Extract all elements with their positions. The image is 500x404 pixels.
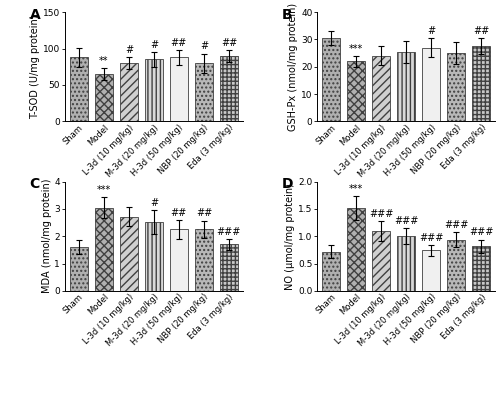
Text: ##: ## (221, 38, 237, 48)
Bar (447, 53, 465, 122)
Bar (120, 217, 138, 291)
Bar (422, 250, 440, 291)
Y-axis label: NO (μmol/mg protein): NO (μmol/mg protein) (286, 183, 296, 290)
Text: #: # (125, 45, 133, 55)
Text: #: # (150, 40, 158, 50)
Bar (220, 56, 238, 122)
Bar (70, 247, 88, 291)
Bar (347, 208, 365, 291)
Text: ###: ### (469, 227, 494, 237)
Bar (322, 38, 340, 122)
Bar (322, 252, 340, 291)
Text: **: ** (99, 56, 108, 66)
Text: ##: ## (473, 26, 490, 36)
Text: #: # (150, 198, 158, 208)
Bar (95, 74, 113, 122)
Bar (447, 240, 465, 291)
Bar (347, 61, 365, 122)
Text: ***: *** (349, 44, 363, 54)
Text: D: D (282, 177, 294, 191)
Bar (170, 229, 188, 291)
Text: ***: *** (349, 183, 363, 194)
Text: ##: ## (196, 208, 212, 219)
Y-axis label: GSH-Px (nmol/mg protein): GSH-Px (nmol/mg protein) (288, 3, 298, 131)
Bar (70, 57, 88, 122)
Y-axis label: T-SOD (U/mg protein): T-SOD (U/mg protein) (30, 15, 40, 119)
Text: ###: ### (444, 220, 468, 229)
Text: B: B (282, 8, 292, 22)
Bar (145, 59, 163, 122)
Bar (372, 56, 390, 122)
Text: #: # (200, 42, 208, 51)
Bar (95, 208, 113, 291)
Text: ##: ## (170, 38, 187, 48)
Bar (372, 231, 390, 291)
Bar (220, 244, 238, 291)
Bar (397, 236, 415, 291)
Bar (422, 48, 440, 122)
Bar (472, 46, 490, 122)
Bar (195, 229, 213, 291)
Bar (195, 63, 213, 122)
Text: #: # (427, 26, 435, 36)
Text: ###: ### (419, 233, 444, 243)
Text: C: C (30, 177, 40, 191)
Text: ###: ### (369, 209, 394, 219)
Text: A: A (30, 8, 40, 22)
Bar (170, 57, 188, 122)
Text: ###: ### (394, 216, 418, 226)
Text: ###: ### (216, 227, 241, 237)
Text: ##: ## (170, 208, 187, 218)
Bar (472, 246, 490, 291)
Bar (397, 52, 415, 122)
Bar (120, 63, 138, 122)
Text: ***: *** (96, 185, 111, 195)
Y-axis label: MDA (nmol/mg protein): MDA (nmol/mg protein) (42, 179, 51, 293)
Bar (145, 222, 163, 291)
